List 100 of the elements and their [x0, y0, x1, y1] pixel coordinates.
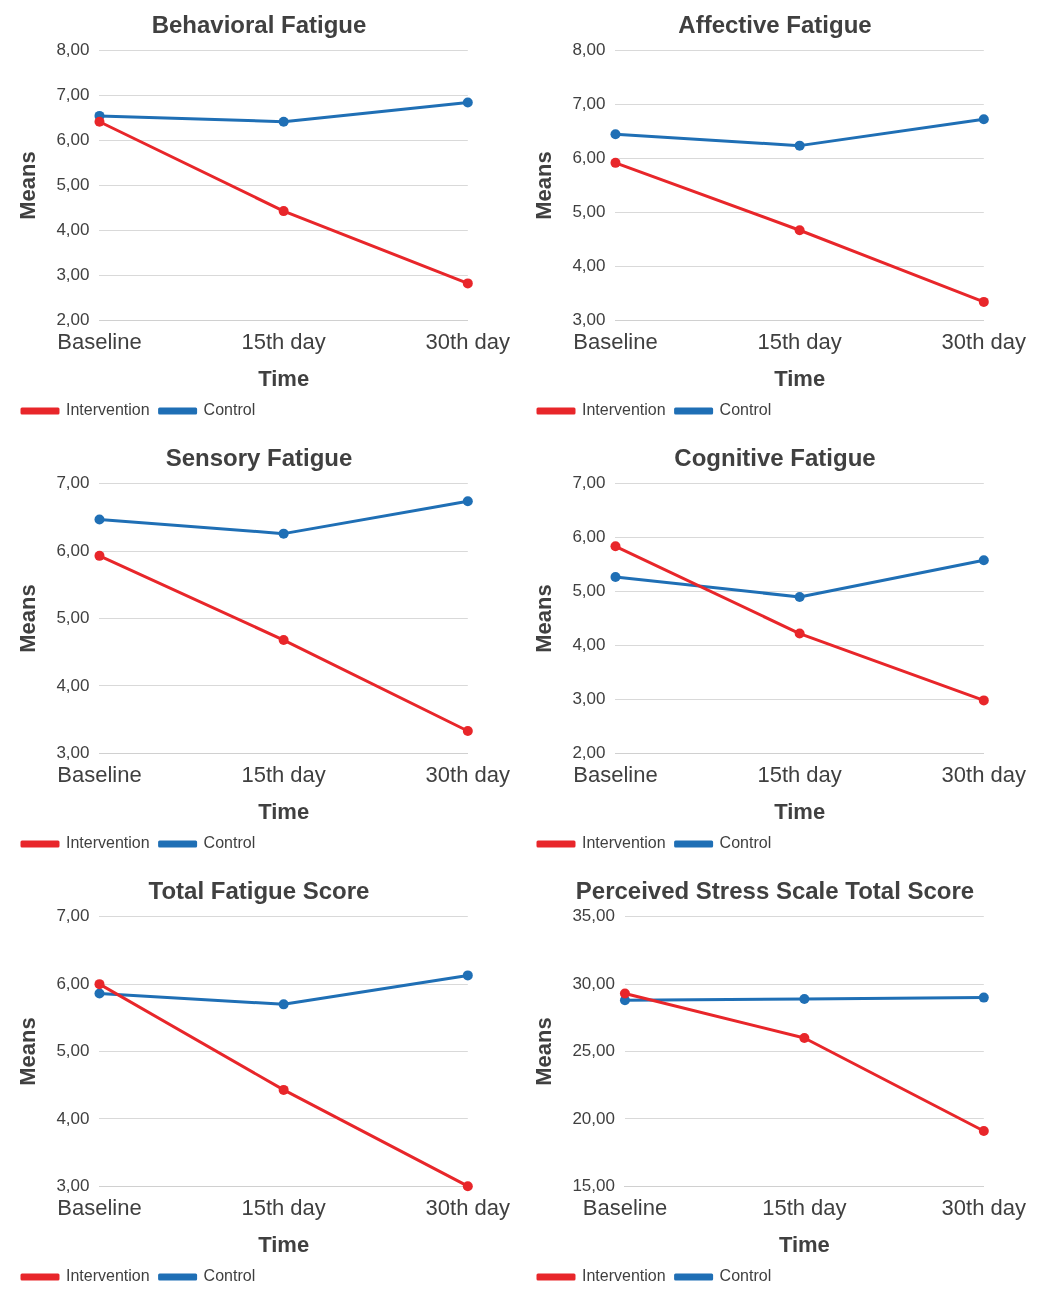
legend-label: Intervention	[582, 1267, 666, 1285]
legend-label: Intervention	[66, 1267, 150, 1285]
point	[978, 296, 989, 307]
y-axis-title: Means	[15, 151, 41, 220]
point	[462, 278, 473, 289]
chart-title: Cognitive Fatigue	[674, 444, 876, 472]
chart-title: Perceived Stress Scale Total Score	[575, 877, 975, 905]
chart-title: Behavioral Fatigue	[151, 11, 367, 39]
y-tick-label: 8,00	[56, 40, 90, 60]
x-tick-label: 30th day	[941, 1195, 1026, 1221]
chart-title: Sensory Fatigue	[165, 444, 353, 472]
x-tick-label: Baseline	[57, 329, 142, 355]
y-tick-label: 5,00	[56, 608, 90, 628]
x-tick-label: 30th day	[941, 762, 1026, 788]
x-tick-label: Baseline	[57, 1195, 142, 1221]
y-tick-label: 6,00	[572, 148, 606, 168]
y-tick-label: 7,00	[572, 473, 606, 493]
point	[462, 970, 473, 981]
x-axis-title: Time	[258, 1231, 310, 1257]
y-tick-label: 7,00	[56, 473, 90, 493]
x-tick-label: 30th day	[941, 329, 1026, 355]
legend-label: Control	[719, 401, 772, 419]
point	[794, 628, 805, 639]
x-tick-label: 15th day	[757, 762, 842, 788]
x-axis-title: Time	[774, 365, 826, 391]
x-axis-title: Time	[258, 798, 310, 824]
point	[94, 514, 105, 525]
point	[794, 591, 805, 602]
x-tick-label: 15th day	[241, 329, 326, 355]
point	[794, 225, 805, 236]
y-axis-title: Means	[531, 151, 557, 220]
point	[462, 97, 473, 108]
y-tick-label: 5,00	[56, 1041, 90, 1061]
y-axis-title: Means	[531, 584, 557, 653]
y-tick-label: 25,00	[572, 1041, 615, 1061]
y-tick-label: 2,00	[56, 309, 90, 329]
point	[94, 550, 105, 561]
y-tick-label: 3,00	[56, 1175, 90, 1195]
y-tick-label: 30,00	[572, 973, 615, 993]
y-axis-title: Means	[15, 1017, 41, 1086]
y-tick-label: 5,00	[56, 175, 90, 195]
y-tick-label: 8,00	[572, 40, 606, 60]
point	[799, 1033, 810, 1044]
y-tick-label: 6,00	[56, 540, 90, 560]
point	[610, 541, 621, 552]
y-tick-label: 4,00	[56, 220, 90, 240]
x-tick-label: Baseline	[573, 762, 658, 788]
y-tick-label: 6,00	[56, 973, 90, 993]
point	[794, 140, 805, 151]
y-tick-label: 3,00	[56, 264, 90, 284]
y-tick-label: 3,00	[56, 742, 90, 762]
x-tick-label: Baseline	[57, 762, 142, 788]
point	[462, 1181, 473, 1192]
y-axis-title: Means	[531, 1017, 557, 1086]
point	[978, 992, 989, 1003]
y-tick-label: 2,00	[572, 742, 606, 762]
point	[278, 528, 289, 539]
legend-label: Intervention	[582, 401, 666, 419]
point	[610, 129, 621, 140]
chart-title: Affective Fatigue	[678, 11, 872, 39]
point	[94, 116, 105, 127]
point	[278, 116, 289, 127]
point	[94, 979, 105, 990]
point	[610, 572, 621, 583]
y-tick-label: 5,00	[572, 202, 606, 222]
point	[978, 1125, 989, 1136]
x-tick-label: 15th day	[762, 1195, 847, 1221]
x-tick-label: 30th day	[425, 329, 510, 355]
y-tick-label: 4,00	[572, 256, 606, 276]
legend-label: Control	[203, 834, 256, 852]
legend-label: Intervention	[66, 834, 150, 852]
point	[278, 999, 289, 1010]
y-tick-label: 15,00	[572, 1175, 615, 1195]
point	[278, 635, 289, 646]
legend-label: Control	[203, 401, 256, 419]
y-tick-label: 4,00	[572, 635, 606, 655]
y-tick-label: 6,00	[572, 527, 606, 547]
legend-label: Control	[719, 1267, 772, 1285]
y-tick-label: 35,00	[572, 906, 615, 926]
legend-label: Control	[719, 834, 772, 852]
y-tick-label: 7,00	[56, 906, 90, 926]
x-tick-label: 15th day	[241, 1195, 326, 1221]
x-axis-title: Time	[778, 1231, 830, 1257]
point	[278, 1084, 289, 1095]
point	[619, 988, 630, 999]
point	[978, 555, 989, 566]
x-tick-label: Baseline	[573, 329, 658, 355]
point	[610, 157, 621, 168]
x-tick-label: 15th day	[241, 762, 326, 788]
point	[94, 988, 105, 999]
x-tick-label: 30th day	[425, 762, 510, 788]
point	[462, 496, 473, 507]
x-tick-label: 30th day	[425, 1195, 510, 1221]
y-tick-label: 7,00	[572, 94, 606, 114]
y-tick-label: 5,00	[572, 581, 606, 601]
y-tick-label: 7,00	[56, 85, 90, 105]
legend-label: Control	[203, 1267, 256, 1285]
x-axis-title: Time	[774, 798, 826, 824]
legend-label: Intervention	[66, 401, 150, 419]
y-tick-label: 3,00	[572, 309, 606, 329]
